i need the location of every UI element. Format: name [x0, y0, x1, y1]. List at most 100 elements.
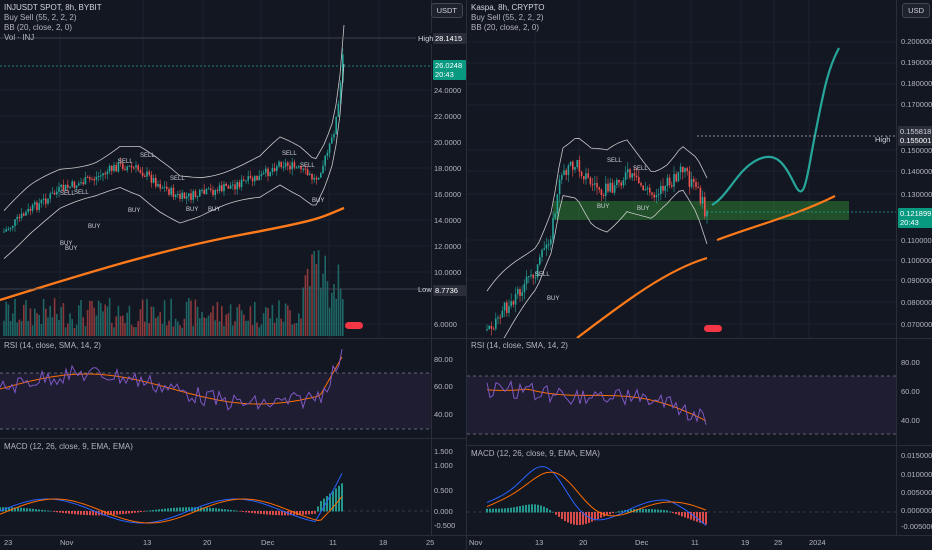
macd-histogram-bar — [212, 508, 214, 512]
candle-body — [280, 161, 282, 167]
candle-body — [56, 191, 58, 195]
left-time-axis[interactable]: 23 Nov 13 20 Dec 11 18 25 — [0, 535, 466, 550]
candle-body — [31, 204, 34, 211]
right-rsi-pane[interactable]: RSI (14, close, SMA, 14, 2) 80.00 60.00 … — [467, 339, 932, 445]
macd-histogram-bar — [564, 512, 566, 521]
right-macd-legend[interactable]: MACD (12, 26, close, 9, EMA, EMA) — [471, 449, 600, 458]
macd-histogram-bar — [62, 511, 64, 513]
right-price-pane[interactable]: SELL SELL SELL BUY BUY BUY Kaspa, 8h, CRYPTO … — [467, 0, 932, 338]
macd-histogram-bar — [699, 512, 701, 523]
left-price-scale[interactable]: USDT 24.0000 22.0000 20.0000 18.0000 16.… — [430, 0, 466, 338]
right-chart-panel[interactable]: SELL SELL SELL BUY BUY BUY Kaspa, 8h, CRYPTO … — [466, 0, 932, 550]
volume-bar — [267, 308, 269, 336]
volume-bar — [181, 327, 183, 336]
candle-body — [605, 183, 607, 196]
macd-histogram-bar — [522, 505, 524, 513]
macd-histogram-bar — [176, 507, 178, 512]
volume-bar — [56, 313, 58, 336]
left-pane-divider[interactable] — [0, 338, 466, 339]
volume-bar — [3, 320, 5, 336]
left-price-plot[interactable]: SELL SELLSELLSELLSELLSELLSELLBUYBUYBUYBUY… — [0, 0, 432, 338]
right-time-axis[interactable]: Nov 13 20 Dec 11 19 25 2024 — [467, 535, 932, 550]
right-level-value: 0.155818 — [898, 126, 932, 137]
volume-bar — [130, 324, 133, 336]
macd-histogram-bar — [221, 508, 223, 512]
right-currency-button[interactable]: USD — [902, 3, 930, 18]
candle-body — [25, 211, 27, 216]
macd-histogram-bar — [218, 508, 220, 512]
right-price-tick: 0.150000 — [901, 146, 932, 155]
right-price-scale[interactable]: USD 0.200000 0.190000 0.180000 0.170000 … — [896, 0, 932, 338]
left-macd-legend[interactable]: MACD (12, 26, close, 9, EMA, EMA) — [4, 442, 133, 451]
macd-histogram-bar — [597, 512, 599, 520]
left-rsi-legend[interactable]: RSI (14, close, SMA, 14, 2) — [4, 341, 101, 350]
volume-bar — [115, 316, 117, 336]
left-chart-panel[interactable]: SELL SELL SELL SELL SELL SELL SELL BUY BUY BUY BUY… — [0, 0, 466, 550]
macd-histogram-bar — [639, 508, 641, 513]
right-macd-scale[interactable]: 0.015000 0.010000 0.005000 0.000000 -0.0… — [896, 446, 932, 536]
volume-bar — [12, 313, 14, 336]
left-price-pane[interactable]: SELL SELL SELL SELL SELL SELL SELL BUY BUY BUY BUY… — [0, 0, 466, 338]
left-pane-divider[interactable] — [0, 438, 466, 439]
left-macd-plot[interactable] — [0, 439, 432, 536]
left-indicator-buysell[interactable]: Buy Sell (55, 2, 2, 2) — [4, 13, 77, 22]
volume-bar — [60, 307, 62, 336]
right-symbol-title[interactable]: Kaspa, 8h, CRYPTO — [471, 3, 545, 12]
volume-bar — [113, 327, 115, 336]
right-rsi-legend[interactable]: RSI (14, close, SMA, 14, 2) — [471, 341, 568, 350]
candle-body — [218, 185, 221, 191]
right-price-tick: 0.090000 — [901, 276, 932, 285]
right-macd-pane[interactable]: MACD (12, 26, close, 9, EMA, EMA) 0.0150… — [467, 446, 932, 536]
macd-histogram-bar — [323, 498, 325, 512]
left-rsi-pane[interactable]: RSI (14, close, SMA, 14, 2) 80.00 60.00 … — [0, 339, 466, 438]
candle-body — [82, 182, 84, 185]
left-indicator-vol[interactable]: Vol · INJ — [4, 33, 35, 42]
candle-body — [276, 166, 278, 172]
macd-histogram-bar — [326, 496, 328, 512]
left-events-badge[interactable] — [345, 322, 363, 329]
candle-body — [251, 177, 254, 182]
volume-bar — [214, 320, 216, 336]
candle-body — [501, 310, 504, 318]
candle-body — [194, 191, 197, 197]
candle-body — [495, 318, 497, 329]
candle-body — [71, 181, 73, 187]
right-rsi-plot[interactable] — [467, 339, 897, 445]
candle-body — [503, 302, 506, 311]
right-pane-divider[interactable] — [467, 445, 932, 446]
left-currency-button[interactable]: USDT — [430, 3, 463, 18]
right-macd-plot[interactable] — [467, 446, 897, 536]
macd-histogram-bar — [248, 511, 250, 513]
right-pane-divider[interactable] — [467, 338, 932, 339]
macd-histogram-bar — [272, 511, 274, 515]
candle-body — [517, 289, 519, 294]
macd-histogram-bar — [627, 509, 629, 513]
left-symbol-title[interactable]: INJUSDT SPOT, 8h, BYBIT — [4, 3, 102, 12]
right-rsi-scale[interactable]: 80.00 60.00 40.00 — [896, 339, 932, 445]
macd-histogram-bar — [275, 511, 277, 516]
macd-histogram-bar — [95, 511, 97, 516]
ema-projection-line — [716, 195, 836, 242]
volume-bar — [100, 303, 102, 336]
volume-bar — [205, 318, 208, 336]
right-events-badge[interactable] — [704, 325, 722, 332]
right-indicator-bb[interactable]: BB (20, close, 2, 0) — [471, 23, 540, 32]
left-time-label: 25 — [426, 538, 435, 547]
macd-histogram-bar — [609, 512, 611, 515]
macd-histogram-bar — [666, 510, 668, 513]
volume-bar — [240, 310, 243, 336]
candle-body — [697, 187, 699, 189]
left-countdown: 20:43 — [435, 70, 454, 79]
right-price-plot[interactable]: SELL SELL SELL BUY BUY BUY — [467, 0, 897, 338]
candle-body — [23, 213, 25, 216]
projection-path — [711, 47, 840, 206]
volume-bar — [196, 306, 199, 336]
left-macd-pane[interactable]: MACD (12, 26, close, 9, EMA, EMA) 1.500 … — [0, 439, 466, 536]
left-macd-scale[interactable]: 1.500 1.000 0.500 0.000 -0.500 — [431, 439, 466, 536]
left-indicator-bb[interactable]: BB (20, close, 2, 0) — [4, 23, 73, 32]
macd-histogram-bar — [582, 512, 584, 525]
right-indicator-buysell[interactable]: Buy Sell (55, 2, 2, 2) — [471, 13, 544, 22]
left-rsi-plot[interactable] — [0, 339, 432, 438]
left-rsi-scale[interactable]: 80.00 60.00 40.00 — [431, 339, 466, 438]
volume-bar — [221, 306, 223, 336]
